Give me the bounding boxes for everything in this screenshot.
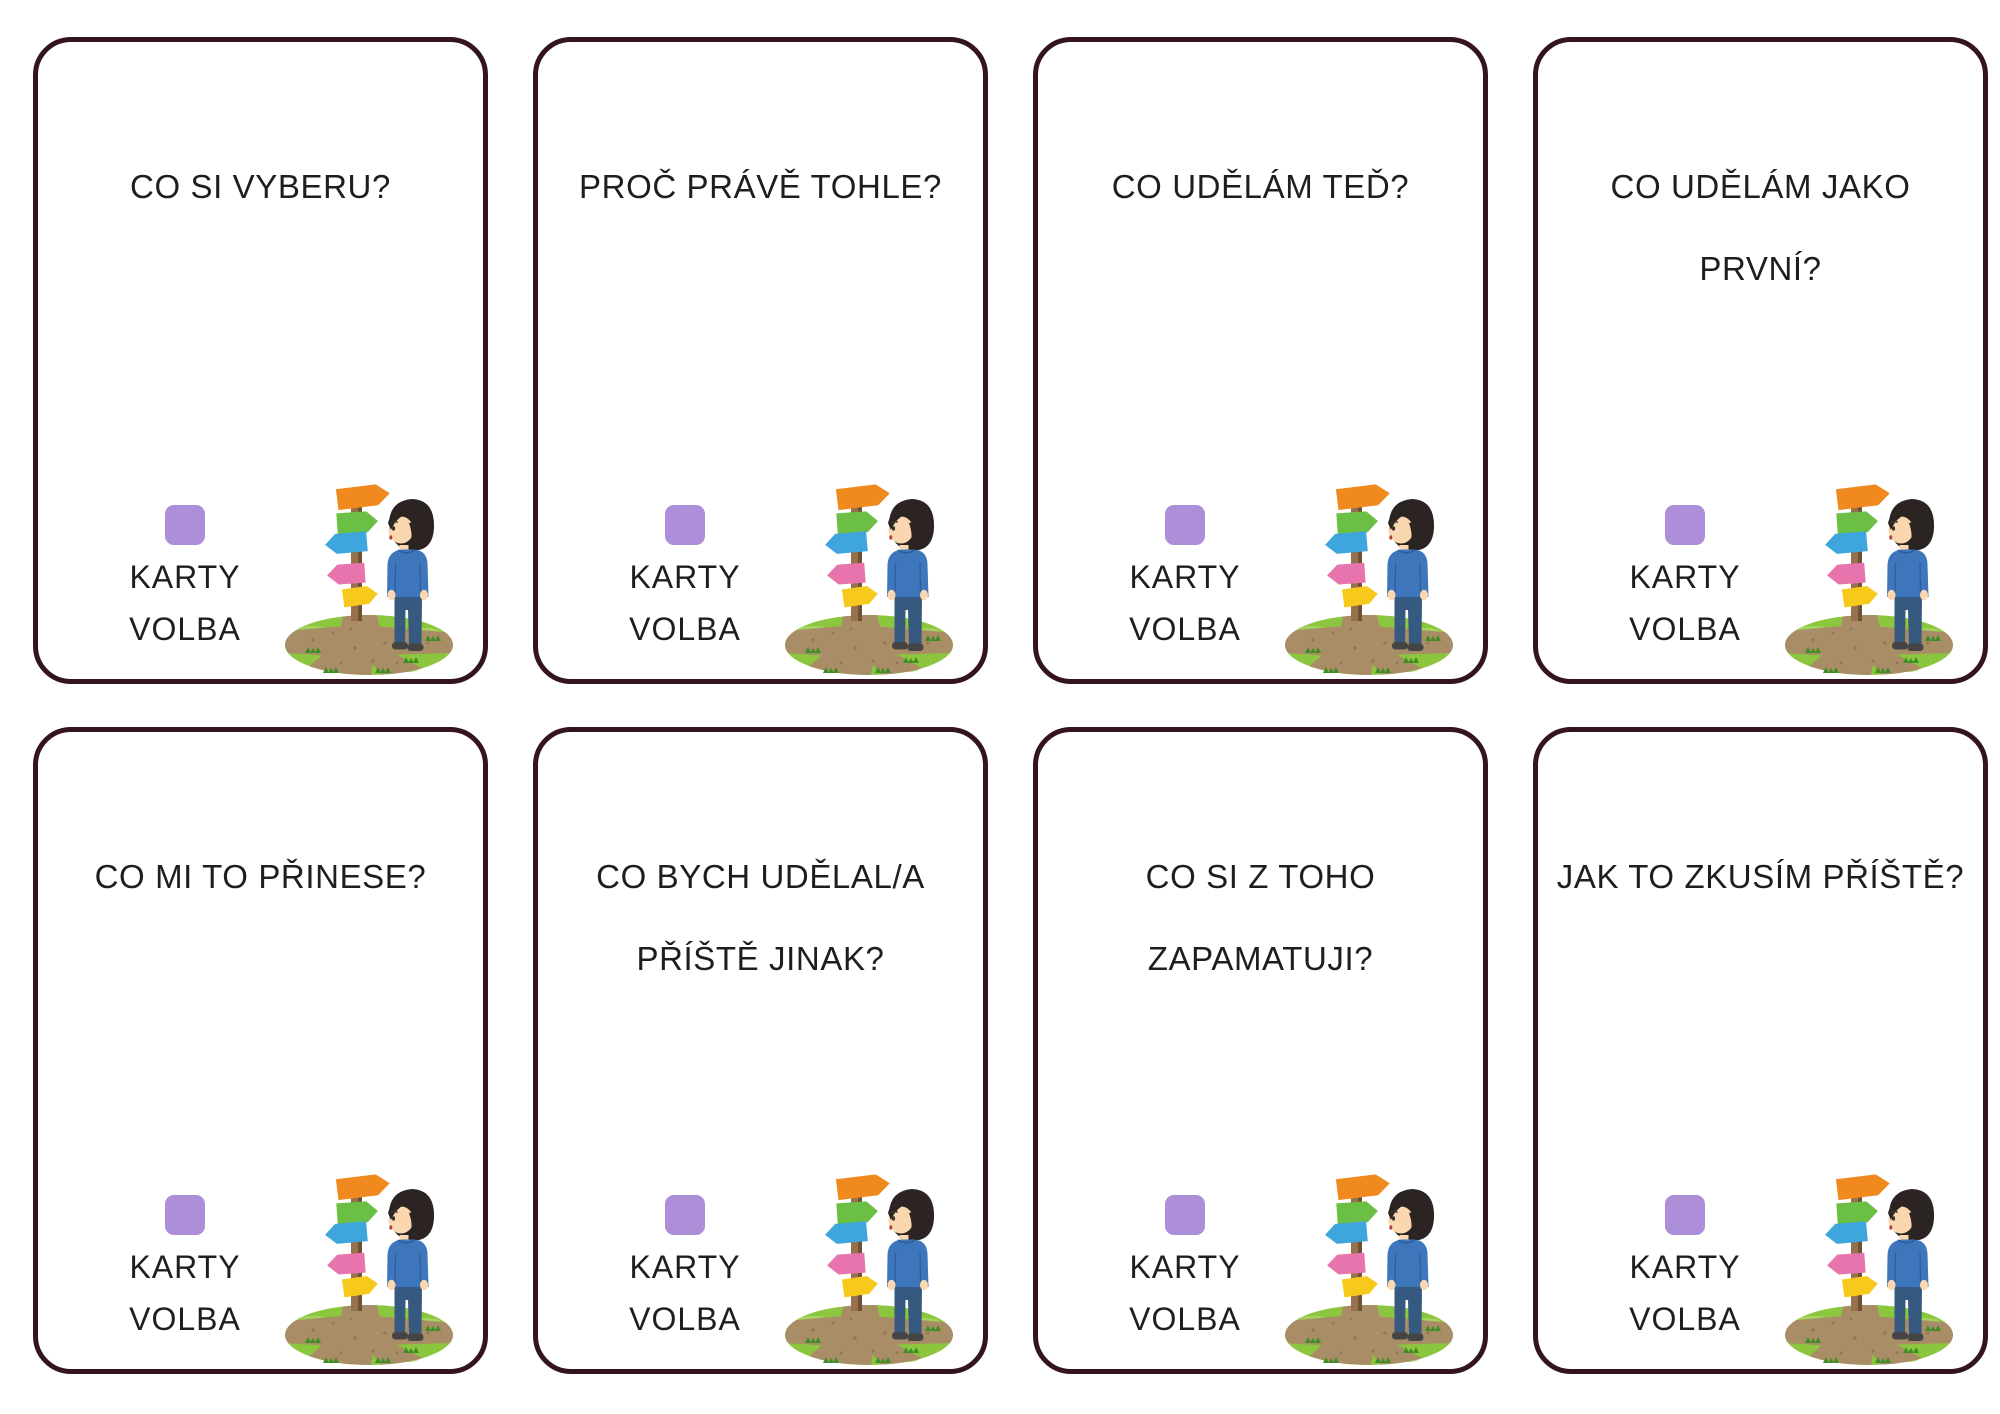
card-8: JAK TO ZKUSÍM PŘÍŠTĚ? KARTY VOLBA — [1533, 727, 1988, 1374]
logo-line-2: VOLBA — [1129, 611, 1241, 647]
logo-line-2: VOLBA — [1629, 611, 1741, 647]
card-1: CO SI VYBERU? KARTY VOLBA — [33, 37, 488, 684]
card-4: CO UDĚLÁM JAKO PRVNÍ? KARTY VOLBA — [1533, 37, 1988, 684]
purple-square-icon — [165, 1195, 205, 1235]
purple-square-icon — [1665, 1195, 1705, 1235]
card-question: CO SI Z TOHO ZAPAMATUJI? — [1145, 858, 1376, 977]
card-question: CO MI TO PŘINESE? — [94, 858, 427, 895]
logo-line-1: KARTY — [1629, 1249, 1741, 1285]
logo-line-1: KARTY — [1129, 559, 1241, 595]
logo-line-2: VOLBA — [1129, 1301, 1241, 1337]
purple-square-icon — [665, 505, 705, 545]
card-3: CO UDĚLÁM TEĎ? KARTY VOLBA — [1033, 37, 1488, 684]
purple-square-icon — [1665, 505, 1705, 545]
karty-volba-logo: KARTY VOLBA — [1590, 505, 1780, 655]
person-at-signpost-illustration — [785, 483, 955, 675]
card-question: CO BYCH UDĚLAL/A PŘÍŠTĚ JINAK? — [596, 858, 925, 977]
card-question: PROČ PRÁVĚ TOHLE? — [579, 168, 942, 205]
karty-volba-logo: KARTY VOLBA — [590, 1195, 780, 1345]
karty-volba-logo: KARTY VOLBA — [1090, 505, 1280, 655]
purple-square-icon — [1165, 505, 1205, 545]
logo-line-1: KARTY — [1629, 559, 1741, 595]
purple-square-icon — [165, 505, 205, 545]
card-2: PROČ PRÁVĚ TOHLE? KARTY VOLBA — [533, 37, 988, 684]
logo-line-1: KARTY — [129, 559, 241, 595]
person-at-signpost-illustration — [285, 1173, 455, 1365]
card-question: JAK TO ZKUSÍM PŘÍŠTĚ? — [1556, 858, 1965, 895]
person-at-signpost-illustration — [1785, 1173, 1955, 1365]
card-5: CO MI TO PŘINESE? KARTY VOLBA — [33, 727, 488, 1374]
card-question: CO UDĚLÁM JAKO PRVNÍ? — [1610, 168, 1911, 287]
logo-line-2: VOLBA — [629, 611, 741, 647]
card-6: CO BYCH UDĚLAL/A PŘÍŠTĚ JINAK? KARTY VOL… — [533, 727, 988, 1374]
logo-line-1: KARTY — [629, 559, 741, 595]
person-at-signpost-illustration — [285, 483, 455, 675]
logo-line-2: VOLBA — [629, 1301, 741, 1337]
person-at-signpost-illustration — [1785, 483, 1955, 675]
karty-volba-logo: KARTY VOLBA — [1590, 1195, 1780, 1345]
karty-volba-logo: KARTY VOLBA — [590, 505, 780, 655]
logo-line-1: KARTY — [129, 1249, 241, 1285]
logo-line-2: VOLBA — [129, 1301, 241, 1337]
logo-line-1: KARTY — [1129, 1249, 1241, 1285]
logo-line-1: KARTY — [629, 1249, 741, 1285]
purple-square-icon — [665, 1195, 705, 1235]
logo-line-2: VOLBA — [129, 611, 241, 647]
card-question: CO UDĚLÁM TEĎ? — [1111, 168, 1410, 205]
person-at-signpost-illustration — [1285, 483, 1455, 675]
person-at-signpost-illustration — [785, 1173, 955, 1365]
karty-volba-logo: KARTY VOLBA — [1090, 1195, 1280, 1345]
card-7: CO SI Z TOHO ZAPAMATUJI? KARTY VOLBA — [1033, 727, 1488, 1374]
person-at-signpost-illustration — [1285, 1173, 1455, 1365]
logo-line-2: VOLBA — [1629, 1301, 1741, 1337]
karty-volba-logo: KARTY VOLBA — [90, 1195, 280, 1345]
card-question: CO SI VYBERU? — [130, 168, 391, 205]
karty-volba-logo: KARTY VOLBA — [90, 505, 280, 655]
purple-square-icon — [1165, 1195, 1205, 1235]
